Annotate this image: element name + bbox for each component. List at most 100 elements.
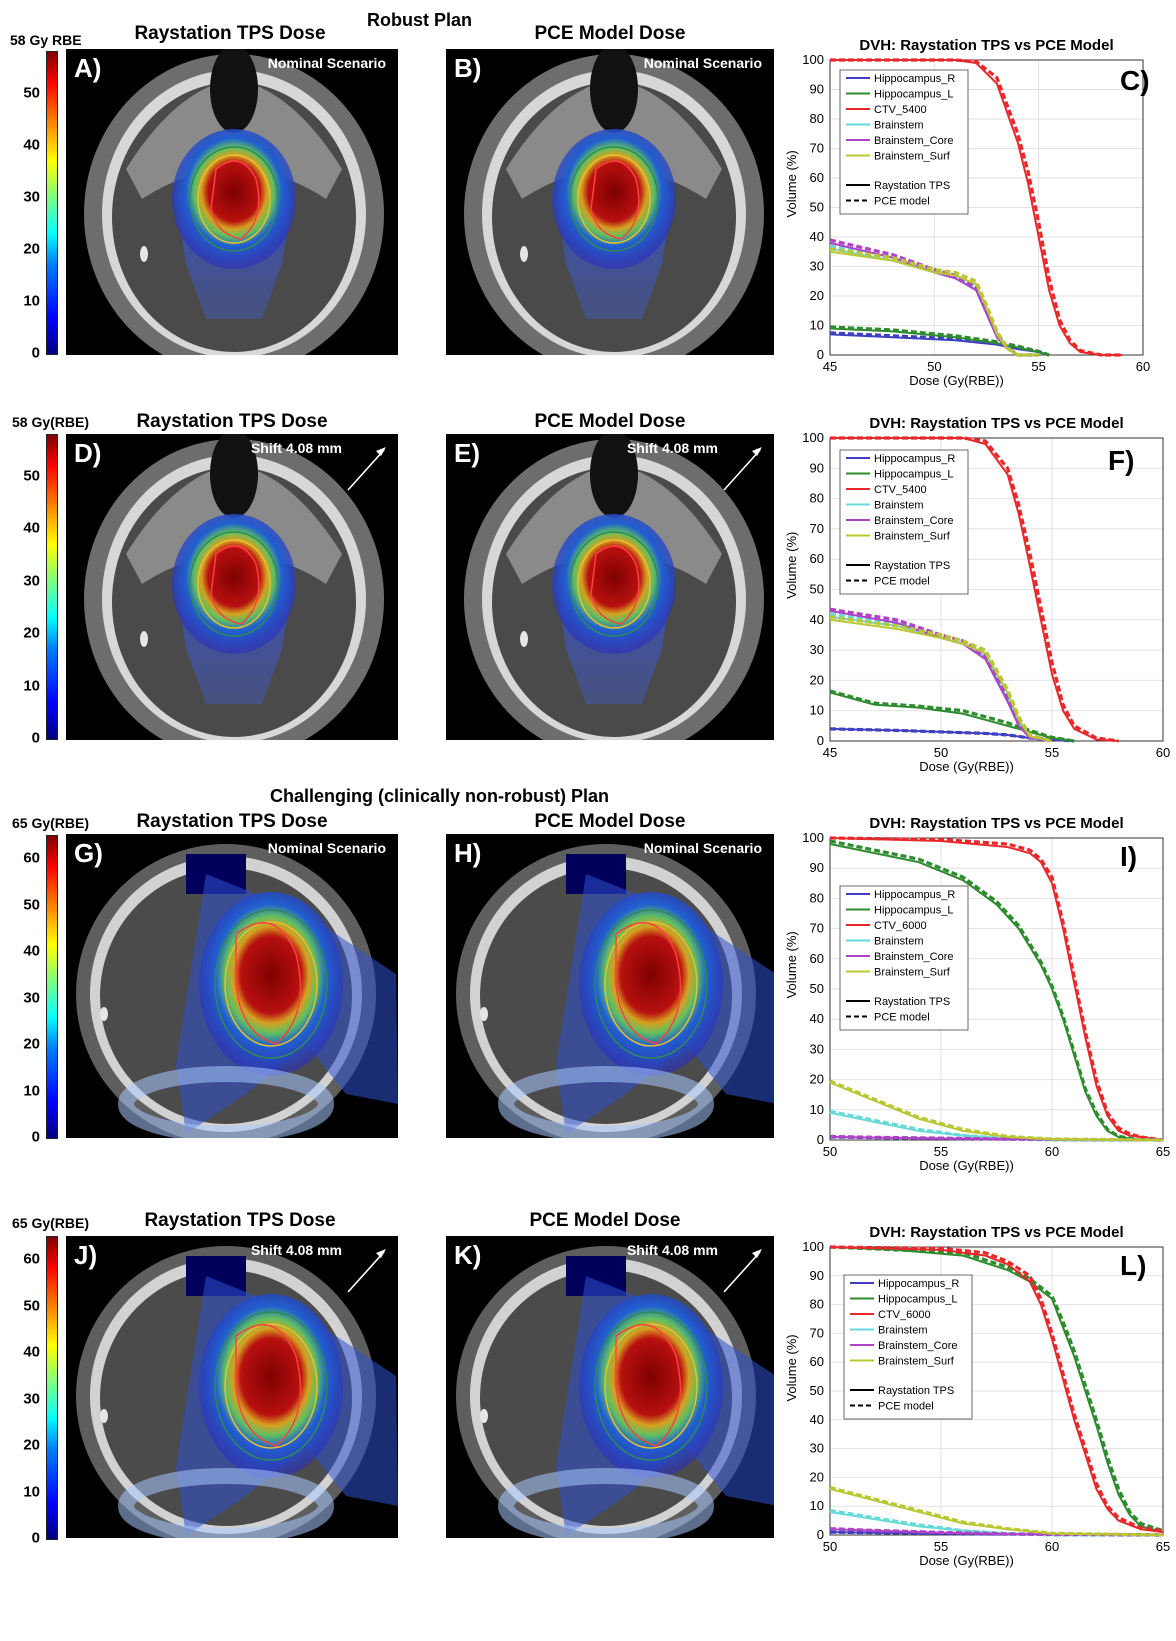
- x-tick-label: 65: [1156, 1539, 1170, 1554]
- shift-label: Shift 4.08 mm: [626, 1242, 718, 1258]
- panel-letter: E): [454, 438, 480, 468]
- legend-entry: Brainstem_Surf: [878, 1356, 955, 1368]
- left-column-title: Raystation TPS Dose: [134, 23, 326, 44]
- legend-entry: Brainstem_Core: [874, 135, 953, 147]
- y-tick-label: 20: [810, 672, 824, 687]
- dose-panel-b: B) Nominal Scenario: [446, 49, 774, 355]
- y-tick-label: 30: [810, 1441, 824, 1456]
- dose-panel-g: G) Nominal Scenario: [66, 834, 398, 1138]
- y-tick-label: 50: [810, 1383, 824, 1398]
- colorbar-tick-label: 30: [23, 989, 40, 1007]
- legend-style-entry: Raystation TPS: [878, 1385, 954, 1397]
- scenario-label: Nominal Scenario: [267, 55, 386, 71]
- x-tick-label: 50: [934, 745, 948, 760]
- shift-label: Shift 4.08 mm: [250, 440, 342, 456]
- shift-label: Shift 4.08 mm: [626, 440, 718, 456]
- x-tick-label: 60: [1136, 359, 1150, 374]
- legend-entry: CTV_6000: [878, 1309, 931, 1321]
- legend-entry: CTV_6000: [874, 920, 927, 932]
- y-tick-label: 90: [810, 1268, 824, 1283]
- y-tick-label: 70: [810, 921, 824, 936]
- x-axis-label: Dose (Gy(RBE)): [909, 373, 1004, 388]
- colorbar-tick-label: 40: [23, 1343, 40, 1361]
- x-axis-label: Dose (Gy(RBE)): [919, 1158, 1014, 1173]
- colorbar-tick-label: 0: [31, 729, 40, 747]
- dvh-chart-i: DVH: Raystation TPS vs PCE Model 0 10 20 30 4…: [784, 815, 1170, 1173]
- panel-letter: D): [74, 438, 102, 468]
- axes-frame: [829, 59, 1144, 356]
- legend-entry: Hippocampus_L: [874, 89, 954, 101]
- scenario-label: Nominal Scenario: [643, 840, 762, 856]
- series-line-pce-ctv-6000: [829, 1245, 1164, 1533]
- colorbar: [46, 434, 58, 740]
- right-column-title: PCE Model Dose: [529, 1210, 681, 1231]
- legend-style-entry: PCE model: [878, 1401, 934, 1413]
- y-tick-label: 10: [810, 318, 824, 333]
- y-tick-label: 30: [810, 1041, 824, 1056]
- y-tick-label: 30: [810, 259, 824, 274]
- y-tick-label: 40: [810, 229, 824, 244]
- series-line-pce-brainstem: [829, 1109, 1163, 1142]
- x-tick-label: 55: [934, 1144, 948, 1159]
- ct-dose-image: [83, 49, 385, 355]
- legend: Hippocampus_R Hippocampus_L CTV_6000 Brains…: [843, 1274, 973, 1420]
- series-line-pce-ctv-5400: [830, 436, 1119, 743]
- legend-entry: Hippocampus_R: [874, 889, 955, 901]
- colorbar-tick-label: 10: [23, 677, 40, 695]
- challenging-plan-title: Challenging (clinically non-robust) Plan: [270, 786, 610, 806]
- series-line-pce-brainstem-core: [829, 607, 1053, 743]
- chart-title: DVH: Raystation TPS vs PCE Model: [859, 37, 1113, 54]
- legend-entry: Brainstem: [874, 120, 924, 132]
- colorbar-tick-label: 50: [23, 1297, 40, 1315]
- x-tick-label: 60: [1045, 1144, 1059, 1159]
- y-tick-label: 40: [810, 1412, 824, 1427]
- y-axis-label: Volume (%): [784, 532, 799, 599]
- colorbar: [46, 1236, 58, 1540]
- x-tick-label: 45: [823, 745, 837, 760]
- colorbar: [46, 51, 58, 355]
- dose-panel-e: E) Shift 4.08 mm: [446, 434, 774, 740]
- chart-title: DVH: Raystation TPS vs PCE Model: [869, 415, 1123, 432]
- y-tick-label: 60: [810, 170, 824, 185]
- right-column-title: PCE Model Dose: [534, 411, 686, 432]
- left-column-title: Raystation TPS Dose: [136, 811, 328, 832]
- y-tick-label: 60: [810, 1354, 824, 1369]
- ct-dose-image: [66, 1236, 398, 1538]
- series-line-pce-brainstem-core: [829, 1134, 1164, 1142]
- y-tick-label: 60: [810, 551, 824, 566]
- dose-panel-h: H) Nominal Scenario: [446, 834, 774, 1138]
- colorbar-tick-label: 30: [23, 188, 40, 206]
- colorbar-tick-label: 20: [23, 1035, 40, 1053]
- scenario-label: Nominal Scenario: [643, 55, 762, 71]
- legend: Hippocampus_R Hippocampus_L CTV_5400 Brains…: [839, 449, 969, 595]
- panel-letter: L): [1120, 1250, 1146, 1281]
- y-tick-label: 90: [810, 460, 824, 475]
- colorbar-tick-label: 40: [23, 519, 40, 537]
- panel-letter: F): [1108, 445, 1134, 476]
- right-column-title: PCE Model Dose: [534, 23, 686, 44]
- series-line-tps-hippocampus-l: [829, 1246, 1164, 1534]
- x-tick-label: 55: [1031, 359, 1045, 374]
- colorbar-tick-label: 50: [23, 467, 40, 485]
- legend-entry: CTV_5400: [874, 484, 927, 496]
- x-tick-label: 50: [927, 359, 941, 374]
- y-tick-label: 100: [802, 52, 824, 67]
- x-tick-label: 55: [934, 1539, 948, 1554]
- colorbar-tick-label: 50: [23, 896, 40, 914]
- colorbar-label: 58 Gy RBE: [10, 32, 82, 48]
- y-tick-label: 0: [817, 1132, 824, 1147]
- y-axis-label: Volume (%): [784, 1334, 799, 1401]
- y-tick-label: 100: [802, 430, 824, 445]
- y-tick-label: 20: [810, 288, 824, 303]
- legend-entry: Brainstem_Core: [874, 515, 953, 527]
- y-tick-label: 70: [810, 141, 824, 156]
- colorbar-tick-label: 20: [23, 1436, 40, 1454]
- dose-panel-d: D) Shift 4.08 mm: [66, 434, 398, 740]
- colorbar: [46, 835, 58, 1139]
- panel-letter: G): [74, 838, 103, 868]
- ct-dose-image: [463, 49, 765, 355]
- x-tick-label: 65: [1156, 1144, 1170, 1159]
- legend-entry: Hippocampus_R: [874, 73, 955, 85]
- legend: Hippocampus_R Hippocampus_L CTV_6000 Brains…: [839, 885, 969, 1031]
- legend-style-entry: Raystation TPS: [874, 560, 950, 572]
